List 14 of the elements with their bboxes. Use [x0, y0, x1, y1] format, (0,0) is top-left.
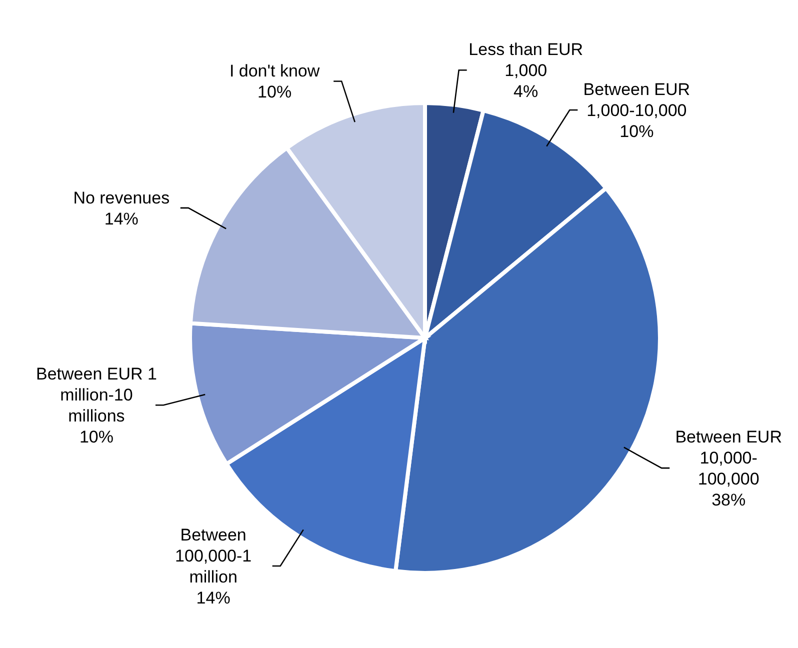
- slice-label: I don't know: [229, 61, 320, 80]
- slice-label: Less than EUR 1,000: [468, 40, 584, 80]
- data-label: 10%: [79, 427, 114, 446]
- data-label: 10%: [258, 82, 292, 102]
- data-label: 14%: [104, 208, 138, 228]
- data-label: 14%: [196, 588, 230, 607]
- slice-label: Between 100,000-1 million: [175, 524, 252, 586]
- data-label: 38%: [712, 490, 746, 510]
- slice-label: Between EUR 1,000-10,000: [583, 80, 690, 120]
- data-label: 4%: [514, 82, 538, 101]
- slice-label: Between EUR 10,000-100,000: [675, 427, 782, 488]
- data-label: 10%: [620, 122, 654, 141]
- slice-label: Between EUR 1 million-10 millions: [36, 364, 157, 426]
- slice-label: No revenues: [73, 188, 170, 207]
